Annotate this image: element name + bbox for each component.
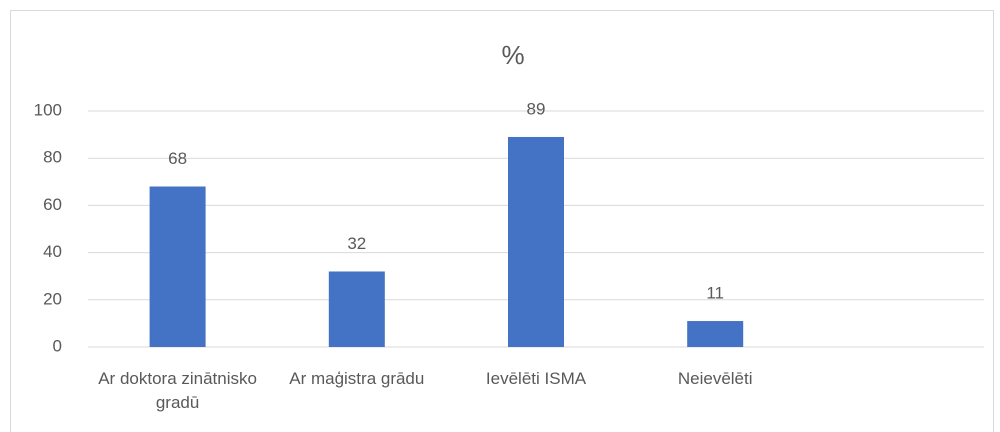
y-tick-label: 0: [53, 336, 62, 355]
bar: [508, 136, 564, 347]
y-tick-label: 60: [43, 195, 62, 214]
y-tick-label: 40: [43, 242, 62, 261]
chart-title: %: [501, 40, 524, 70]
x-tick-label: Ar doktora zinātnisko gradū: [98, 369, 257, 412]
bar: [149, 186, 206, 347]
x-tick-label: Ievēlēti ISMA: [485, 369, 587, 388]
y-tick-label: 20: [43, 289, 62, 308]
bar: [328, 271, 385, 347]
bar: [687, 321, 744, 347]
data-label: 68: [168, 149, 187, 168]
y-tick-label: 100: [34, 100, 62, 119]
data-label: 89: [527, 99, 546, 118]
y-tick-label: 80: [43, 148, 62, 167]
data-label: 32: [347, 234, 366, 253]
x-tick-label: Ar maģistra grādu: [289, 369, 425, 388]
data-label: 11: [706, 284, 724, 303]
x-tick-label: Neievēlēti: [677, 369, 753, 388]
